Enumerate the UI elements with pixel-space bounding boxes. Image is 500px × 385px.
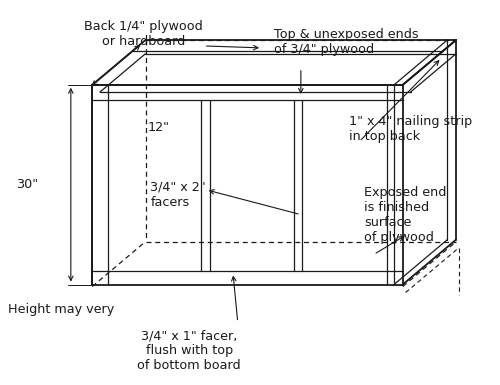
Text: Exposed end
is finished
surface
of plywood: Exposed end is finished surface of plywo… — [364, 186, 446, 244]
Text: Height may very: Height may very — [8, 303, 114, 316]
Text: 12": 12" — [147, 121, 169, 134]
Text: Back 1/4" plywood
or hardboard: Back 1/4" plywood or hardboard — [84, 20, 203, 48]
Text: 1" x 4" nailing strip
in top back: 1" x 4" nailing strip in top back — [350, 115, 472, 143]
Text: 30": 30" — [16, 178, 38, 191]
Text: 3/4" x 2"
facers: 3/4" x 2" facers — [150, 181, 206, 209]
Text: Top & unexposed ends
of 3/4" plywood: Top & unexposed ends of 3/4" plywood — [274, 28, 418, 56]
Text: 3/4" x 1" facer,
flush with top
of bottom board: 3/4" x 1" facer, flush with top of botto… — [138, 330, 241, 372]
